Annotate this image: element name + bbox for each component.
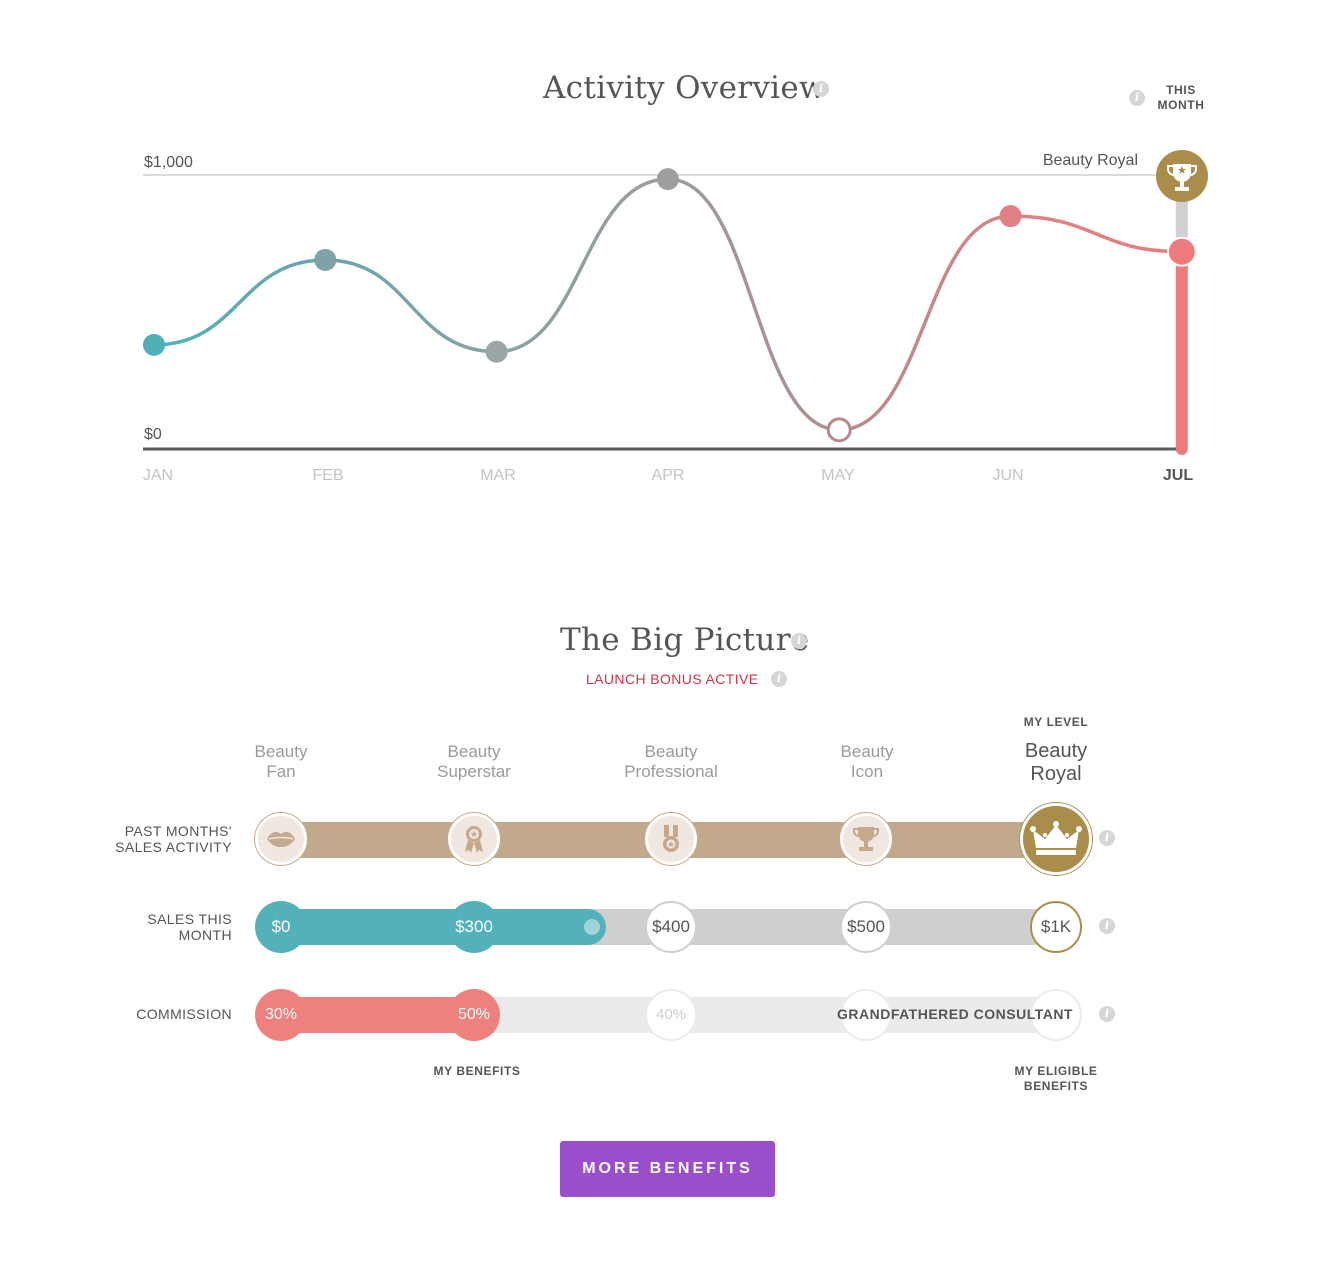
launch-bonus-status: LAUNCH BONUS ACTIVE [586,671,759,687]
activity-overview-title: Activity Overview [543,70,826,106]
big-picture-info-icon[interactable]: i [791,633,807,649]
my-benefits-label: MY BENEFITS [433,1064,521,1078]
commission-info-icon[interactable]: i [1099,1006,1115,1022]
level-name-beauty-superstar: Beauty Superstar [437,742,511,781]
trophy-icon [853,827,879,851]
data-point-may[interactable] [826,417,852,443]
sales-threshold-node: $300 [448,901,500,953]
lips-icon [267,831,295,847]
activity-chart [143,168,1197,455]
level-name-beauty-fan: Beauty Fan [254,742,308,781]
sales-progress-handle[interactable] [584,919,601,935]
sales-threshold-node: $400 [645,901,697,953]
level-name-beauty-professional: Beauty Professional [624,742,718,781]
data-point-jun[interactable] [999,205,1022,228]
commission-rate-node: 30% [255,989,307,1041]
activity-line [153,177,1182,432]
launch-bonus-info-icon[interactable]: i [771,671,787,687]
more-benefits-button[interactable]: MORE BENEFITS [560,1141,775,1197]
ribbon-award-icon [465,826,483,853]
this-month-info-icon[interactable]: i [1129,90,1145,106]
big-picture-title: The Big Picture [560,622,810,658]
month-label: APR [651,467,685,484]
this-month-label: THIS MONTH [1157,83,1205,112]
month-label-current: JUL [1162,467,1194,484]
y-axis-bottom-label: $0 [144,426,162,443]
month-label: MAR [480,467,516,484]
activity-overview-info-icon[interactable]: i [813,81,829,97]
commission-rate-node: 40% [645,989,697,1041]
current-month-gold-badge [1156,150,1208,202]
my-eligible-benefits-label: MY ELIGIBLE BENEFITS [1014,1064,1098,1093]
past-months-row-label: PAST MONTHS' SALES ACTIVITY [115,823,232,855]
level-node-beauty-fan[interactable] [255,813,307,865]
y-axis-top-label: $1,000 [144,154,193,171]
month-label: JAN [142,467,174,484]
level-name-beauty-royal: Beauty Royal [1024,740,1088,785]
sales-progress-fill [262,909,607,945]
medal-icon [663,825,679,852]
level-node-beauty-icon[interactable] [840,813,892,865]
commission-empty-node [1030,989,1082,1041]
crown-icon [1030,821,1082,855]
level-name-beauty-icon: Beauty Icon [840,742,894,781]
data-point-feb[interactable] [314,248,337,271]
grandfathered-consultant-label: GRANDFATHERED CONSULTANT [837,1006,1073,1022]
level-node-beauty-professional[interactable] [645,813,697,865]
data-point-apr[interactable] [656,168,679,191]
level-node-beauty-royal[interactable] [1020,803,1092,875]
sales-threshold-node: $0 [255,901,307,953]
month-label: FEB [312,467,344,484]
commission-empty-node [840,989,892,1041]
data-point-mar[interactable] [485,340,508,363]
sales-this-month-info-icon[interactable]: i [1099,918,1115,934]
data-point-jan[interactable] [143,333,165,356]
my-level-label: MY LEVEL [1023,715,1089,729]
sales-threshold-node: $500 [840,901,892,953]
sales-this-month-row-label: SALES THIS MONTH [147,911,232,943]
commission-rate-node: 50% [448,989,500,1041]
data-point-jul[interactable] [1166,236,1197,267]
reference-line-label: Beauty Royal [1042,152,1138,169]
level-node-beauty-superstar[interactable] [448,813,500,865]
past-months-info-icon[interactable]: i [1099,830,1115,846]
sales-threshold-node: $1K [1030,901,1082,953]
month-label: JUN [992,467,1024,484]
month-label: MAY [821,467,855,484]
commission-row-label: COMMISSION [136,1006,232,1022]
trophy-icon [1167,164,1197,191]
